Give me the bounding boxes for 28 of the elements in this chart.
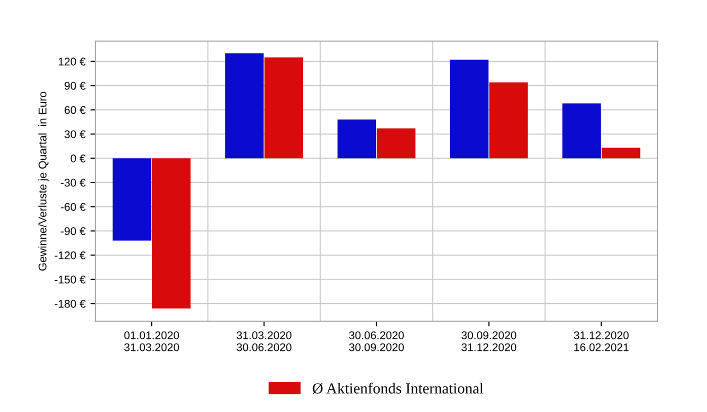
y-tick-label: 0 € — [70, 154, 86, 162]
bar — [562, 103, 601, 158]
bar — [489, 82, 528, 158]
bar — [264, 57, 304, 158]
y-tick-label: -150 € — [54, 276, 86, 284]
y-tick-label: 90 € — [64, 82, 86, 90]
bar — [338, 120, 376, 158]
x-tick-label: 30.06.2020 30.09.2020 — [349, 331, 404, 352]
y-tick-label: 60 € — [64, 106, 86, 114]
y-tick-label: 30 € — [64, 130, 86, 138]
bar — [376, 128, 416, 158]
y-tick-label: -90 € — [60, 227, 86, 236]
y-axis-title: Gewinne/Verluste je Quartal in Euro — [38, 92, 49, 271]
y-tick-label: -180 € — [54, 300, 86, 308]
x-tick-label: 31.12.2020 16.02.2021 — [574, 331, 629, 352]
x-tick-label: 30.09.2020 31.12.2020 — [462, 331, 516, 352]
x-tick-label: 01.01.2020 31.03.2020 — [124, 331, 180, 352]
y-tick-label: -120 € — [54, 251, 86, 260]
bar — [450, 60, 488, 158]
bar — [225, 53, 264, 158]
bar — [112, 158, 152, 241]
y-tick-label: -60 € — [60, 202, 86, 211]
x-tick-label: 31.03.2020 30.06.2020 — [236, 331, 292, 352]
legend-label: Ø Aktienfonds International — [312, 382, 484, 394]
y-tick-label: -30 € — [60, 178, 86, 187]
bar — [602, 148, 640, 158]
y-tick-label: 120 € — [58, 58, 86, 66]
bar — [152, 158, 191, 308]
